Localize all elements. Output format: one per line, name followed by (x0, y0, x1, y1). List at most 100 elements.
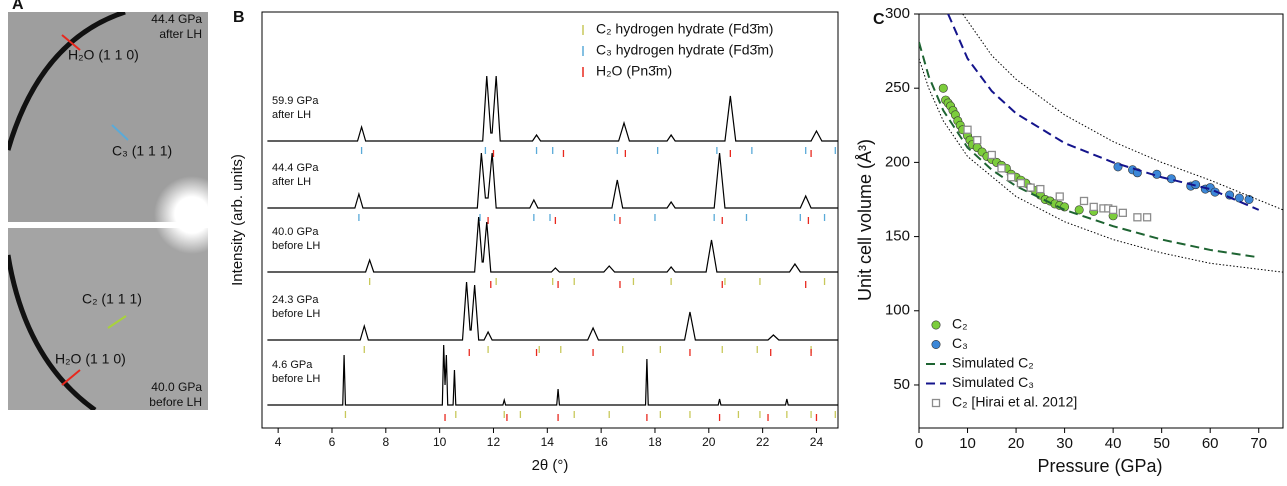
y-tick-label: 100 (885, 302, 910, 319)
data-point (1036, 184, 1045, 194)
x-tick-label: 30 (1056, 435, 1073, 452)
y-tick-label: 150 (885, 228, 910, 245)
legend-label: C₂ [Hirai et al. 2012] (952, 394, 1077, 410)
pointer (61, 34, 81, 51)
data-point (1089, 202, 1098, 212)
legend-label: C₂ (952, 316, 968, 332)
data-point (963, 125, 972, 134)
pattern-label: before LH (272, 373, 320, 385)
x-axis-label: 2θ (°) (532, 457, 569, 474)
x-tick-label: 8 (382, 435, 389, 449)
pattern-label: after LH (272, 109, 311, 121)
data-point (997, 164, 1006, 173)
pattern-label: 44.4 GPa (272, 162, 319, 174)
data-point (938, 83, 948, 93)
legend-swatch (931, 398, 941, 408)
y-tick-label: 300 (885, 5, 910, 22)
x-tick-label: 18 (648, 435, 662, 449)
y-axis-label: Unit cell volume (Å³) (855, 139, 875, 301)
annotation: C₂ (1 1 1) (82, 291, 142, 307)
data-point (1142, 213, 1152, 222)
data-point (1007, 173, 1016, 182)
image-caption: after LH (159, 27, 202, 41)
image-caption: 40.0 GPa (151, 380, 202, 394)
pattern-line (267, 152, 838, 209)
data-point (1016, 179, 1026, 188)
x-tick-label: 20 (702, 435, 716, 449)
diffraction-image (8, 228, 208, 410)
data-point (1074, 205, 1084, 215)
curve (919, 41, 1259, 259)
pattern-line (267, 344, 838, 406)
y-axis-label: Intensity (arb. units) (229, 154, 246, 286)
plot-frame (261, 11, 839, 429)
panel-letter: C (873, 11, 885, 28)
x-tick-label: 60 (1202, 435, 1219, 452)
plot-area (267, 75, 838, 421)
panel-letter: A (12, 0, 24, 13)
curve (919, 58, 1283, 273)
legend-label: H₂O (Pn3̄m) (596, 63, 672, 79)
x-tick-label: 10 (959, 435, 976, 452)
data-point (1079, 196, 1089, 206)
legend-swatch (931, 339, 941, 349)
pattern-label: 40.0 GPa (272, 226, 319, 238)
pattern-label: after LH (272, 176, 311, 188)
data-point (1060, 202, 1070, 212)
x-tick-label: 22 (756, 435, 770, 449)
x-tick-label: 16 (594, 435, 608, 449)
annotation: C₃ (1 1 1) (112, 143, 172, 159)
annotation: H₂O (1 1 0) (68, 47, 139, 63)
legend-label: C₃ hydrogen hydrate (Fd3̄m) (596, 42, 774, 58)
y-tick-label: 200 (885, 153, 910, 170)
x-tick-label: 10 (433, 435, 447, 449)
x-tick-label: 12 (487, 435, 501, 449)
pattern-label: 24.3 GPa (272, 294, 319, 306)
y-tick-label: 250 (885, 79, 910, 96)
x-tick-label: 40 (1105, 435, 1122, 452)
x-tick-label: 0 (915, 435, 923, 452)
x-tick-label: 24 (810, 435, 824, 449)
legend-label: Simulated C₃ (952, 374, 1034, 390)
data-point (1133, 213, 1142, 222)
data-point (987, 150, 996, 160)
x-axis-label: Pressure (GPa) (1037, 456, 1162, 476)
legend-label: C₂ hydrogen hydrate (Fd3̄m) (596, 21, 773, 37)
pattern-label: 59.9 GPa (272, 95, 319, 107)
legend-label: Simulated C₂ (952, 355, 1034, 371)
legend-swatch (931, 320, 941, 330)
x-tick-label: 70 (1250, 435, 1267, 452)
y-tick-label: 50 (893, 376, 910, 393)
data-point (973, 135, 982, 145)
pointer (61, 369, 81, 386)
pattern-line (267, 216, 838, 273)
data-point (1234, 193, 1244, 203)
image-caption: before LH (149, 395, 202, 409)
pointer (107, 315, 127, 329)
curve (962, 14, 1283, 211)
pattern-label: before LH (272, 240, 320, 252)
x-tick-label: 4 (275, 435, 282, 449)
data-point (1055, 192, 1064, 201)
panel-letter: B (233, 9, 245, 26)
data-point (1026, 183, 1035, 192)
data-point (1118, 208, 1127, 217)
pattern-line (267, 75, 838, 142)
legend-label: C₃ (952, 335, 968, 351)
data-point (1108, 205, 1118, 215)
pattern-line (267, 281, 838, 341)
x-tick-label: 50 (1153, 435, 1170, 452)
data-point (1244, 194, 1254, 204)
pointer (111, 124, 129, 141)
x-tick-label: 6 (329, 435, 336, 449)
image-caption: 44.4 GPa (151, 12, 202, 26)
pattern-label: 4.6 GPa (272, 359, 313, 371)
pattern-label: before LH (272, 308, 320, 320)
plot-area (919, 14, 1283, 273)
diffraction-image (8, 12, 208, 222)
curve (947, 14, 1260, 211)
x-tick-label: 20 (1008, 435, 1025, 452)
x-tick-label: 14 (541, 435, 555, 449)
plot-frame (918, 13, 1284, 429)
